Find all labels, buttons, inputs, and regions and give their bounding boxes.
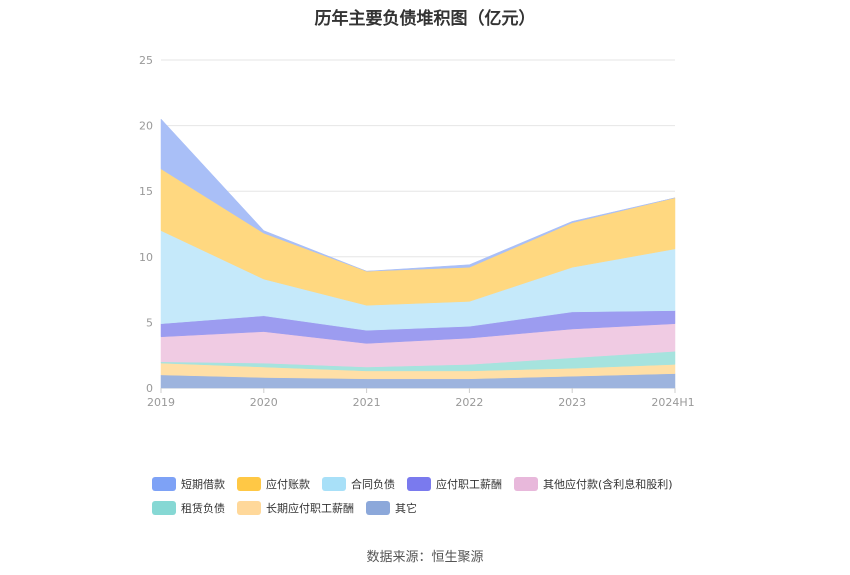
source-note: 数据来源：恒生聚源: [366, 550, 484, 565]
axes: 0 5 10 15 20 25 2019 2020 2021 2022 2023 2024H1: [139, 54, 695, 409]
legend-label: 应付账款: [266, 478, 310, 491]
y-tick-label: 25: [139, 54, 153, 67]
x-tick-label: 2022: [455, 396, 483, 409]
legend-label: 长期应付职工薪酬: [266, 502, 354, 515]
legend: 短期借款 应付账款 合同负债 应付职工薪酬 其他应付款(含利息和股利) 租赁负债 长期应付…: [152, 472, 752, 520]
legend-swatch: [366, 501, 390, 515]
legend-item[interactable]: 短期借款: [152, 476, 225, 492]
legend-label: 其它: [395, 502, 417, 515]
y-tick-label: 5: [146, 316, 153, 329]
y-tick-label: 0: [146, 382, 153, 395]
legend-item[interactable]: 租赁负债: [152, 500, 225, 516]
area-series: [160, 118, 676, 389]
legend-item[interactable]: 合同负债: [322, 476, 395, 492]
area-series-短期借款: [160, 118, 676, 272]
legend-item[interactable]: 长期应付职工薪酬: [237, 500, 354, 516]
chart-title: 历年主要负债堆积图（亿元）: [314, 9, 536, 29]
legend-swatch: [322, 477, 346, 491]
legend-item[interactable]: 应付职工薪酬: [407, 476, 502, 492]
legend-label: 租赁负债: [181, 502, 225, 515]
legend-swatch: [237, 477, 261, 491]
legend-item[interactable]: 应付账款: [237, 476, 310, 492]
legend-label: 短期借款: [181, 478, 225, 491]
legend-swatch: [237, 501, 261, 515]
legend-label: 其他应付款(含利息和股利): [543, 478, 673, 491]
x-tick-label: 2019: [147, 396, 175, 409]
legend-swatch: [407, 477, 431, 491]
y-tick-label: 10: [139, 251, 153, 264]
legend-swatch: [152, 501, 176, 515]
legend-label: 应付职工薪酬: [436, 478, 502, 491]
legend-swatch: [514, 477, 538, 491]
legend-item[interactable]: 其它: [366, 500, 417, 516]
y-tick-label: 15: [139, 185, 153, 198]
x-tick-label: 2024H1: [651, 396, 694, 409]
legend-row: 租赁负债 长期应付职工薪酬 其它: [152, 496, 752, 520]
x-tick-label: 2020: [250, 396, 278, 409]
x-tick-label: 2021: [353, 396, 381, 409]
legend-label: 合同负债: [351, 478, 395, 491]
legend-swatch: [152, 477, 176, 491]
chart-plot: 0 5 10 15 20 25 2019 2020 2021 2022 2023 2024H1: [139, 54, 695, 409]
y-tick-label: 20: [139, 120, 153, 133]
legend-item[interactable]: 其他应付款(含利息和股利): [514, 476, 673, 492]
x-tick-label: 2023: [558, 396, 586, 409]
legend-row: 短期借款 应付账款 合同负债 应付职工薪酬 其他应付款(含利息和股利): [152, 472, 752, 496]
